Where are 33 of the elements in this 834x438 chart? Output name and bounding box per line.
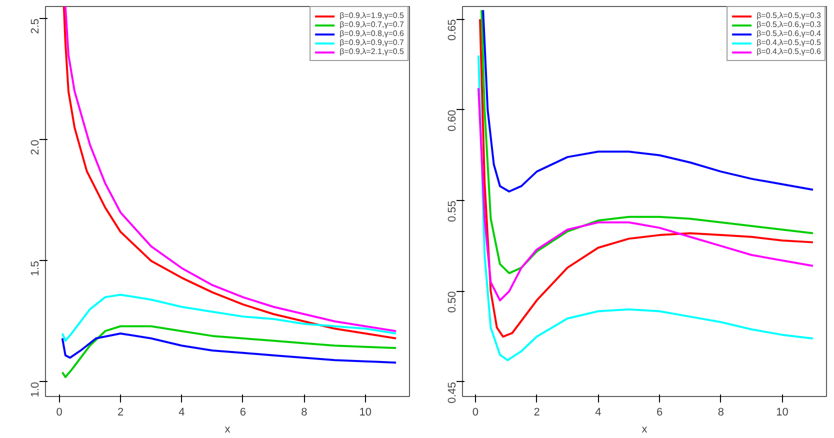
x-axis-title: x [224, 424, 231, 436]
x-tick-label: 2 [117, 406, 124, 418]
legend-label: β=0.5,λ=0.6,γ=0.3 [756, 20, 821, 29]
legend-label: β=0.9,λ=0.8,γ=0.6 [340, 29, 404, 38]
x-tick-label: 0 [56, 406, 62, 418]
y-tick-label: 0.60 [446, 110, 458, 132]
y-tick-label: 0.45 [446, 382, 458, 404]
legend-label: β=0.9,λ=0.7,γ=0.7 [340, 20, 404, 29]
y-tick-label: 1.5 [30, 260, 42, 276]
legend-label: β=0.9,λ=1.9,γ=0.5 [340, 11, 404, 20]
x-tick-label: 8 [718, 406, 724, 418]
x-tick-label: 0 [472, 406, 478, 418]
legend-label: β=0.9,λ=2.1,γ=0.5 [340, 47, 404, 56]
x-tick-label: 10 [359, 406, 372, 418]
x-tick-label: 4 [595, 406, 602, 418]
legend-label: β=0.5,λ=0.5,γ=0.3 [756, 11, 821, 20]
legend-label: β=0.9,λ=0.9,γ=0.7 [340, 38, 404, 47]
x-tick-label: 10 [776, 406, 788, 418]
x-tick-label: 6 [240, 406, 246, 418]
x-tick-label: 4 [178, 406, 185, 418]
y-tick-label: 0.55 [446, 200, 458, 222]
legend-label: β=0.5,λ=0.6,γ=0.4 [756, 29, 821, 38]
legend-label: β=0.4,λ=0.5,γ=0.5 [756, 38, 821, 47]
x-tick-label: 8 [301, 406, 308, 418]
y-tick-label: 1.0 [30, 382, 42, 398]
x-tick-label: 6 [656, 406, 663, 418]
y-tick-label: 2.5 [30, 18, 42, 34]
y-tick-label: 0.50 [446, 291, 458, 313]
y-tick-label: 2.0 [30, 140, 42, 156]
y-tick-label: 0.65 [446, 19, 458, 41]
x-tick-label: 2 [534, 406, 540, 418]
x-axis-title: x [642, 424, 648, 436]
legend-label: β=0.4,λ=0.5,γ=0.6 [756, 47, 821, 56]
